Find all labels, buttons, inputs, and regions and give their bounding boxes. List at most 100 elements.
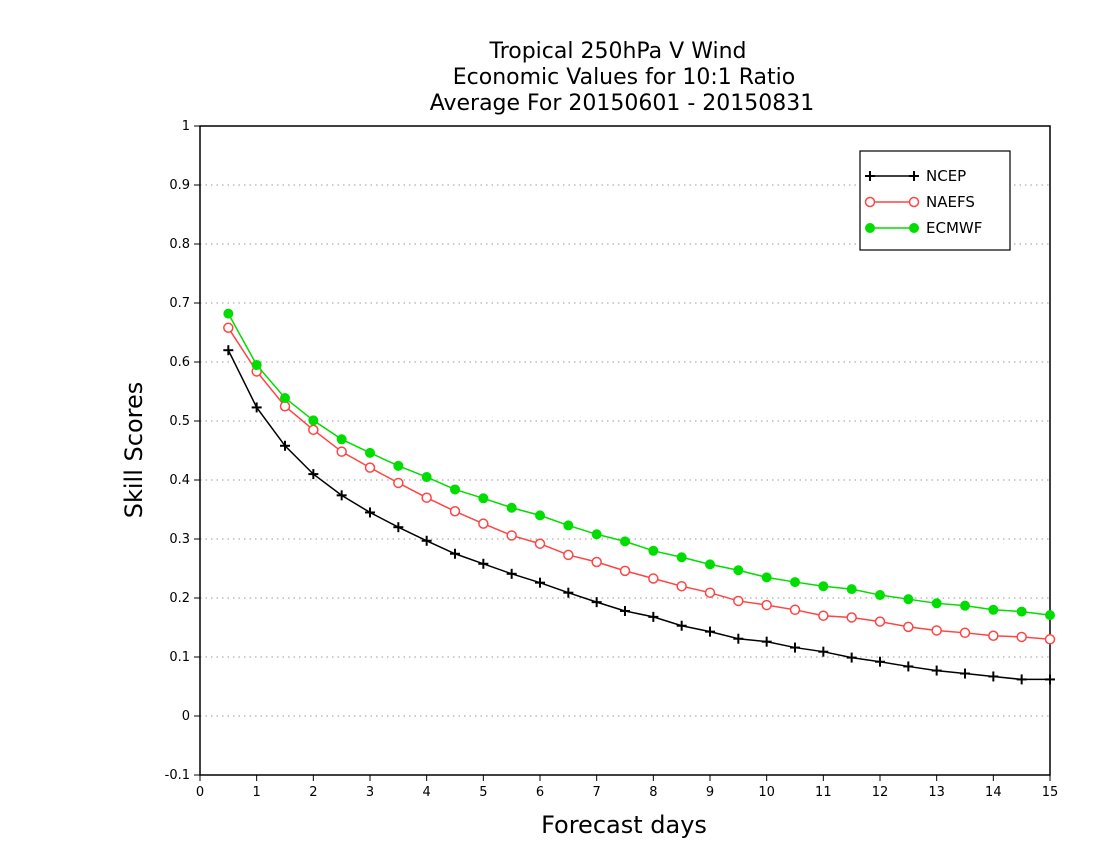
data-point-ncep [591,597,602,608]
data-point-ecmwf [733,565,744,576]
data-point-ecmwf [931,598,942,609]
legend-marker [865,171,875,181]
series-line-ecmwf [227,313,1051,616]
data-point-ncep [251,402,262,413]
legend-marker [864,196,876,208]
data-point-ncep [563,587,574,598]
data-point-naefs [449,506,461,517]
y-tick-label: 0.6 [169,355,190,370]
y-tick-label: 0.7 [169,296,190,311]
data-point-naefs [704,587,716,598]
data-point-ecmwf [676,552,687,563]
data-point-naefs [846,612,857,623]
series-naefs [223,322,1056,645]
data-point-ecmwf [506,502,517,513]
data-point-ecmwf [1045,610,1055,621]
data-point-ncep [308,469,319,480]
y-tick-label: 0.1 [169,650,190,665]
data-point-ecmwf [223,308,234,319]
data-point-ncep [790,642,800,653]
data-point-ncep [336,490,347,501]
data-point-naefs [1044,634,1056,645]
data-point-ecmwf [336,434,347,445]
x-tick-label: 9 [706,785,714,800]
x-tick-label: 13 [928,785,945,800]
series-ecmwf [223,308,1055,621]
data-point-ecmwf [846,584,857,595]
y-tick-label: 0.5 [169,414,190,429]
data-point-naefs [959,627,971,639]
data-point-ncep [705,626,715,637]
data-point-naefs [903,621,914,633]
data-point-ncep [620,605,630,616]
legend-marker [909,223,919,233]
data-point-ecmwf [421,472,432,483]
data-point-ncep [393,522,404,533]
data-point-naefs [364,462,376,473]
data-point-naefs [563,549,574,561]
data-point-naefs [591,556,602,568]
data-point-ncep [931,665,942,676]
x-tick-label: 2 [309,785,317,800]
plot-frame [199,125,1051,776]
data-point-naefs [478,518,489,529]
data-point-naefs [789,604,801,616]
legend-marker [909,171,919,181]
legend-item-naefs: NAEFS [864,193,975,211]
data-point-naefs [336,446,347,457]
data-point-naefs [619,565,631,577]
data-point-naefs [223,322,234,334]
data-point-naefs [421,492,432,503]
x-tick-label: 8 [649,785,657,800]
data-point-ncep [733,633,744,644]
data-point-ecmwf [960,600,970,611]
x-tick-label: 12 [872,785,889,800]
title-line-2: Economic Values for 10:1 Ratio [453,65,795,90]
data-point-ncep [506,568,517,579]
data-point-ecmwf [1016,606,1027,617]
y-tick-label: 0.3 [169,532,190,547]
y-axis-label: Skill Scores [120,382,148,519]
data-point-ecmwf [988,604,999,615]
data-point-naefs [733,595,744,607]
data-point-ncep [365,507,375,518]
data-point-ncep [960,668,970,679]
data-point-ecmwf [563,520,574,531]
data-point-naefs [818,610,829,621]
data-point-ncep [1016,674,1027,685]
data-point-naefs [988,630,999,642]
x-tick-label: 4 [423,785,431,800]
data-point-ecmwf [761,572,772,583]
legend-item-ecmwf: ECMWF [865,219,982,237]
legend-label: NAEFS [926,193,975,211]
data-point-ncep [818,646,829,657]
data-point-ncep [903,661,914,672]
data-point-ecmwf [393,460,404,471]
data-point-ncep [846,652,857,663]
legend: NCEP NAEFS ECMWF [859,150,1011,251]
data-point-ecmwf [280,392,290,403]
grid-lines [200,184,1050,717]
data-point-ncep [875,656,885,667]
data-point-ecmwf [648,545,659,556]
data-point-ecmwf [535,510,545,521]
legend-marker [908,196,920,208]
legend-item-ncep: NCEP [865,167,966,185]
data-point-ecmwf [365,447,375,458]
data-point-ecmwf [875,590,885,601]
legend-box [859,150,1011,251]
y-tick-label: 0.4 [169,473,190,488]
data-point-naefs [676,580,687,592]
data-point-naefs [279,401,291,412]
series-line-naefs [227,327,1051,641]
data-point-ecmwf [790,577,800,588]
data-point-ncep [648,611,659,622]
legend-label: ECMWF [926,219,982,237]
title-line-3: Average For 20150601 - 20150831 [430,91,815,116]
data-point-naefs [761,599,772,611]
y-tick-label: 0 [182,709,190,724]
x-tick-label: 7 [593,785,601,800]
data-point-naefs [393,477,404,489]
data-point-ncep [988,671,999,682]
